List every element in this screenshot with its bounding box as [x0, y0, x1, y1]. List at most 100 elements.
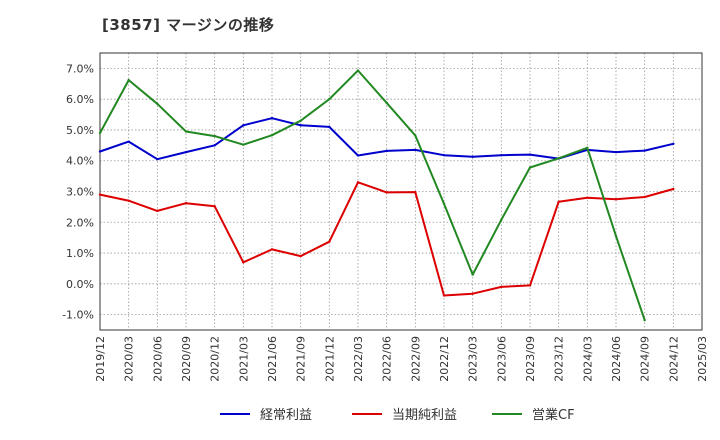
data-point — [356, 181, 360, 184]
data-point — [500, 153, 503, 157]
data-point — [156, 209, 159, 213]
data-point — [299, 254, 302, 258]
x-tick-label: 2024/06 — [610, 336, 623, 382]
data-point — [299, 119, 302, 122]
legend-label: 当期純利益 — [392, 408, 457, 423]
data-point — [270, 248, 274, 251]
data-point — [156, 157, 159, 161]
y-tick-label: -1.0% — [62, 309, 94, 322]
y-tick-label: 1.0% — [66, 247, 94, 260]
x-tick-label: 2022/09 — [409, 336, 422, 382]
data-point — [213, 134, 216, 138]
data-point — [500, 218, 503, 222]
data-point — [156, 102, 159, 105]
data-point — [528, 284, 532, 287]
x-tick-label: 2023/06 — [495, 336, 508, 382]
plot-frame — [99, 52, 703, 331]
y-tick-label: 6.0% — [66, 93, 94, 106]
legend-label: 営業CF — [532, 407, 575, 423]
x-tick-label: 2021/03 — [237, 336, 250, 382]
data-point — [385, 191, 388, 194]
data-point — [98, 131, 102, 135]
data-point — [442, 153, 446, 157]
data-point — [643, 195, 646, 199]
x-tick-label: 2025/03 — [696, 336, 709, 382]
x-tick-label: 2020/06 — [151, 336, 164, 382]
data-point — [213, 205, 216, 208]
y-tick-label: 5.0% — [66, 124, 94, 137]
grid-layer — [100, 53, 702, 330]
y-tick-label: 2.0% — [66, 216, 94, 229]
data-point — [328, 125, 331, 129]
data-point — [643, 318, 646, 322]
data-point — [184, 150, 188, 154]
data-point — [184, 130, 188, 133]
data-point — [442, 294, 446, 297]
data-point — [557, 157, 560, 160]
y-tick-label: 4.0% — [66, 155, 94, 168]
y-tick-label: 3.0% — [66, 186, 94, 199]
data-point — [643, 149, 646, 152]
data-point — [614, 234, 618, 238]
data-point — [614, 197, 618, 201]
data-point — [672, 142, 675, 145]
chart-title: [3857] マージンの推移 — [102, 16, 275, 34]
data-point — [127, 78, 130, 82]
data-point — [672, 187, 675, 191]
data-point — [442, 202, 446, 206]
x-tick-label: 2023/09 — [524, 336, 537, 382]
data-point — [414, 190, 417, 194]
x-axis-ticks: 2019/12 2020/03 2020/06 2020/09 2020/12 2021/… — [94, 336, 709, 382]
data-point — [528, 166, 532, 169]
data-point — [213, 144, 216, 147]
data-point — [528, 153, 532, 156]
x-tick-label: 2023/12 — [553, 336, 566, 382]
data-point — [98, 150, 102, 153]
x-tick-label: 2019/12 — [94, 336, 107, 382]
x-tick-label: 2020/12 — [209, 336, 222, 382]
x-tick-label: 2024/09 — [639, 336, 652, 382]
x-tick-label: 2024/12 — [667, 336, 680, 382]
data-point — [471, 155, 474, 158]
data-point — [471, 292, 474, 295]
x-tick-label: 2020/09 — [180, 336, 193, 382]
data-point — [557, 200, 560, 203]
y-axis-ticks: 7.0% 6.0% 5.0% 4.0% 3.0% 2.0% 1.0% 0.0% -1.0% — [62, 62, 94, 321]
x-tick-label: 2022/03 — [352, 336, 365, 382]
data-point — [586, 146, 589, 149]
data-point — [299, 124, 302, 127]
data-point — [414, 134, 417, 137]
y-tick-label: 0.0% — [66, 278, 94, 291]
data-point — [127, 199, 130, 202]
data-point — [184, 201, 188, 205]
data-point — [586, 196, 589, 199]
x-tick-label: 2022/06 — [381, 336, 394, 382]
x-tick-label: 2021/06 — [266, 336, 279, 382]
x-tick-label: 2022/12 — [438, 336, 451, 382]
data-point — [385, 149, 388, 153]
data-point — [500, 285, 503, 289]
data-point — [356, 154, 360, 157]
data-point — [270, 117, 274, 120]
data-point — [98, 193, 102, 196]
series-line-2 — [99, 69, 646, 321]
data-point — [242, 124, 245, 127]
x-tick-label: 2021/09 — [295, 336, 308, 382]
x-tick-label: 2021/12 — [323, 336, 336, 382]
x-tick-label: 2020/03 — [123, 336, 136, 382]
legend-label: 経常利益 — [260, 408, 312, 423]
data-point — [127, 140, 130, 143]
y-tick-label: 7.0% — [66, 62, 94, 75]
x-tick-label: 2024/03 — [581, 336, 594, 382]
data-point — [242, 261, 245, 264]
data-point — [328, 240, 331, 243]
data-point — [356, 69, 360, 72]
data-point — [385, 101, 388, 105]
data-point — [614, 150, 618, 154]
data-point — [270, 133, 274, 137]
x-tick-label: 2023/03 — [467, 336, 480, 382]
data-point — [471, 273, 474, 276]
legend: 経常利益 当期純利益 営業CF — [220, 407, 575, 423]
